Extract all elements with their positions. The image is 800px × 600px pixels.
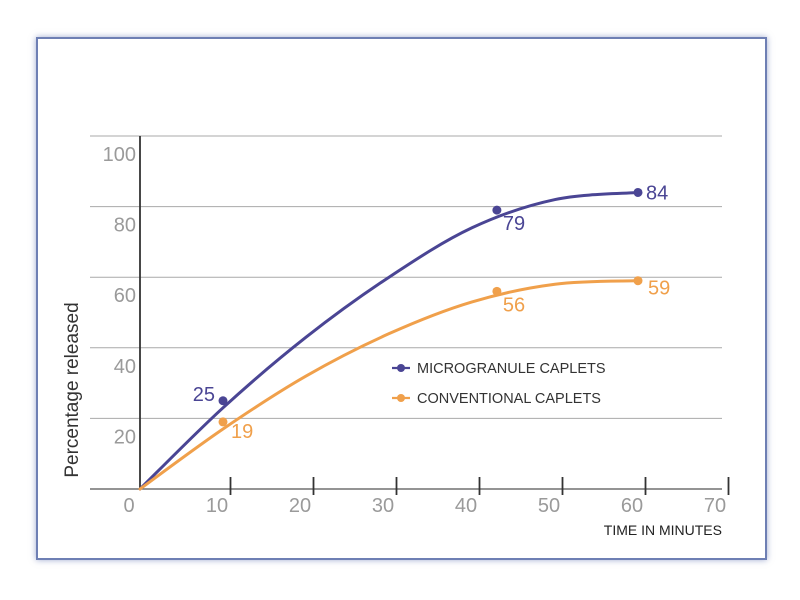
microgranule-caplets-point (218, 396, 228, 406)
legend-label: CONVENTIONAL CAPLETS (417, 391, 601, 407)
x-tick-label: 50 (538, 495, 560, 517)
x-axis-label: TIME IN MINUTES (604, 522, 722, 538)
microgranule-caplets-point (492, 205, 502, 215)
data-label: 19 (231, 421, 253, 443)
x-tick-label: 70 (704, 495, 726, 517)
microgranule-caplets-line (138, 190, 640, 491)
x-tick-label: 10 (206, 495, 228, 517)
legend-label: MICROGRANULE CAPLETS (417, 361, 606, 377)
x-tick-label: 40 (455, 495, 477, 517)
conventional-caplets-point (492, 286, 502, 296)
y-axis-label: Percentage released (62, 302, 83, 477)
y-tick-label: 40 (114, 356, 136, 378)
conventional-caplets-point (633, 276, 643, 286)
data-label: 84 (646, 182, 668, 204)
x-tick-label: 0 (123, 495, 134, 517)
data-label: 25 (193, 384, 215, 406)
data-label: 79 (503, 213, 525, 235)
y-tick-label: 100 (103, 144, 136, 166)
y-tick-label: 80 (114, 215, 136, 237)
legend-marker (397, 394, 405, 402)
x-tick-label: 60 (621, 495, 643, 517)
microgranule-caplets-point (633, 187, 643, 197)
y-tick-label: 20 (114, 426, 136, 448)
conventional-caplets-point (218, 417, 228, 427)
x-tick-label: 30 (372, 495, 394, 517)
data-label: 59 (648, 278, 670, 300)
legend-marker (397, 364, 405, 372)
x-tick-label: 20 (289, 495, 311, 517)
conventional-caplets-line (138, 279, 640, 491)
data-label: 56 (503, 294, 525, 316)
y-tick-label: 60 (114, 285, 136, 307)
legend: MICROGRANULE CAPLETS CONVENTIONAL CAPLETS (392, 361, 606, 407)
